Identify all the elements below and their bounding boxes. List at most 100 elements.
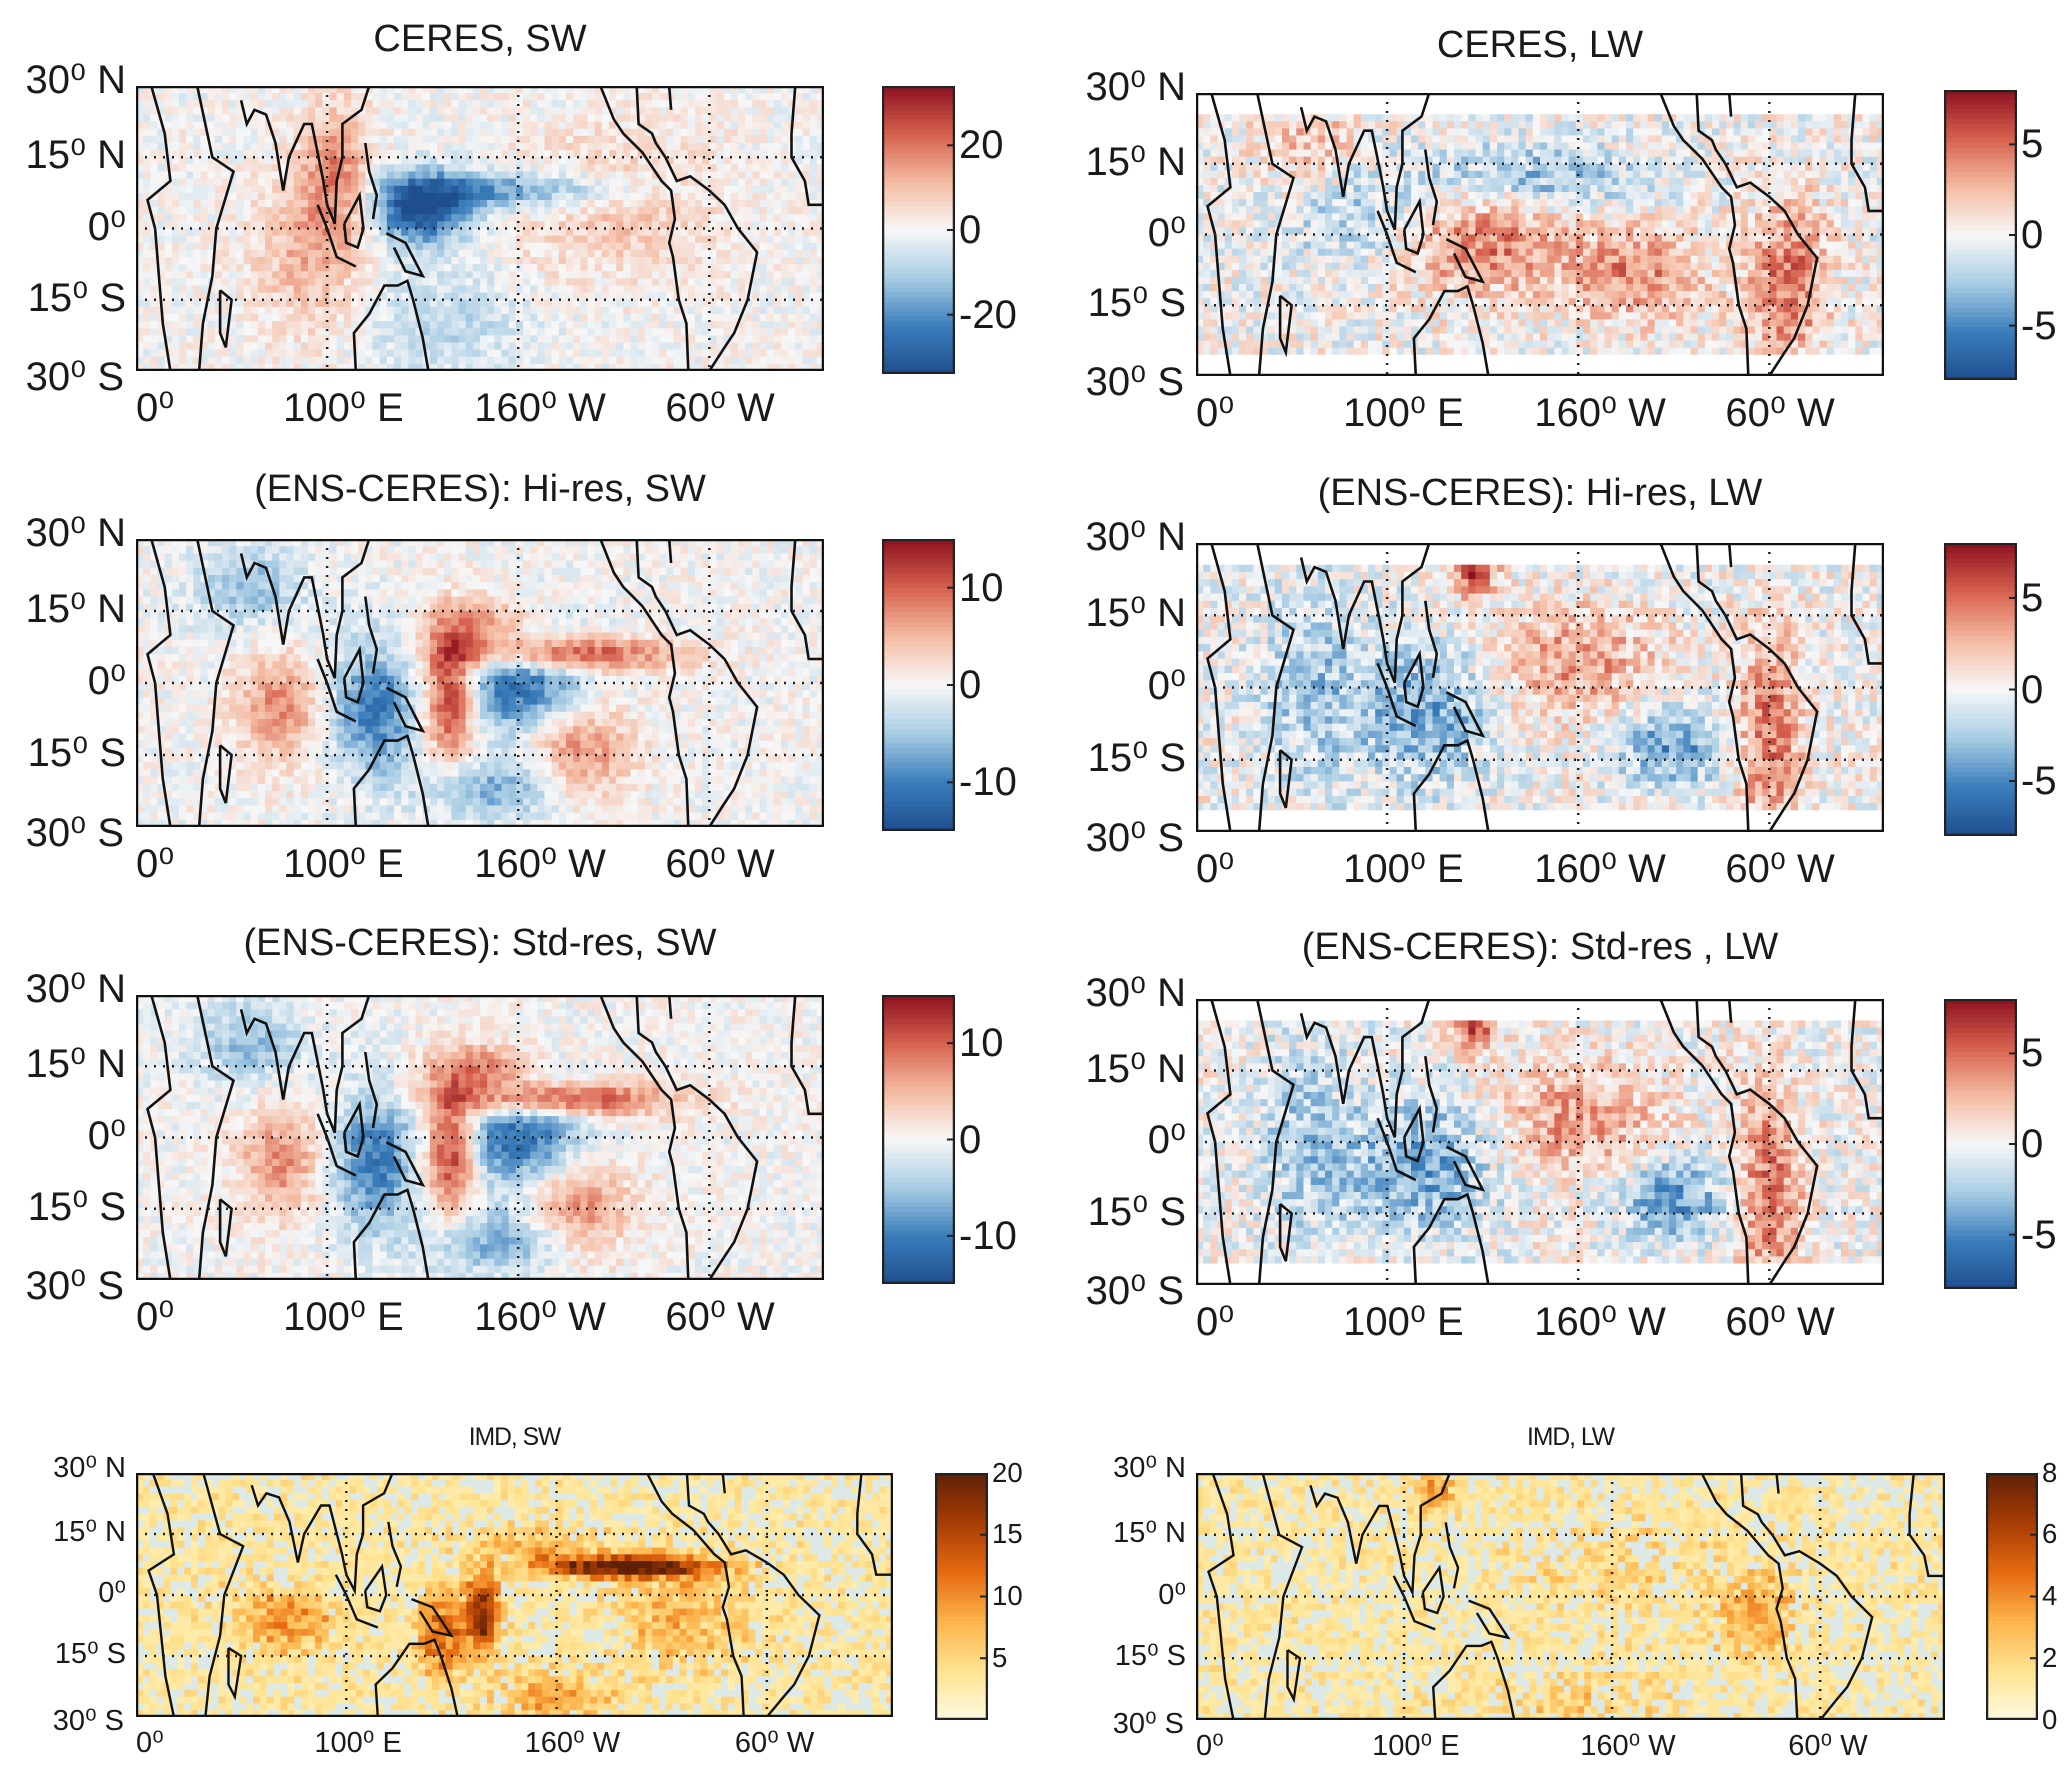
colorbar-segment <box>1944 684 2017 691</box>
colorbar-segment <box>882 1004 955 1011</box>
colorbar-segment <box>1944 90 2017 96</box>
colorbar-segment <box>1944 1115 2017 1121</box>
colorbar-segment <box>935 1584 988 1590</box>
colorbar-segment <box>935 1629 988 1635</box>
colorbar-segment <box>882 1134 955 1141</box>
colorbar-segment <box>1944 1284 2017 1289</box>
colorbar-segment <box>882 573 955 579</box>
colorbar-segment <box>882 607 955 613</box>
colorbar-segment <box>935 1489 988 1495</box>
colorbar-segment <box>882 685 955 691</box>
coastline <box>790 539 824 661</box>
colorbar-segment <box>882 1120 955 1126</box>
colorbar-segment <box>1944 128 2017 135</box>
colorbar-segment <box>882 153 955 159</box>
colorbar-segment <box>1944 109 2017 115</box>
colorbar-segment <box>882 563 955 569</box>
colorbar-segment <box>1986 1637 2038 1643</box>
colorbar-segment <box>1944 264 2017 270</box>
colorbar-segment <box>882 714 955 720</box>
colorbar-segment <box>1944 572 2017 578</box>
lon-label: 0⁰ <box>1196 393 1234 433</box>
colorbar-segment <box>1944 660 2017 666</box>
colorbar-segment <box>1944 669 2017 676</box>
colorbar-segment <box>882 597 955 604</box>
colorbar-segment <box>1944 355 2017 362</box>
colorbar-segment <box>1986 1645 2038 1651</box>
colorbar-tick-label: 5 <box>2021 578 2043 618</box>
colorbar-segment <box>882 1231 955 1237</box>
panel-title: (ENS-CERES): Hi-res, LW <box>1318 472 1763 515</box>
colorbar-segment <box>882 787 955 793</box>
coastline <box>195 86 236 371</box>
lon-label: 100⁰ E <box>283 844 404 884</box>
coastline <box>364 596 379 674</box>
colorbar-segment <box>1944 206 2017 212</box>
lon-label: 160⁰ W <box>1534 1302 1666 1342</box>
colorbar-segment <box>882 1115 955 1122</box>
colorbar-segment <box>1944 1192 2017 1198</box>
colorbar-segment <box>882 641 955 647</box>
colorbar-segment <box>882 1009 955 1016</box>
panel-title: (ENS-CERES): Hi-res, SW <box>254 468 706 511</box>
coastline <box>721 1473 726 1494</box>
colorbar-segment <box>882 86 955 92</box>
coastline <box>1207 1473 1235 1720</box>
colorbar-segment <box>882 306 955 313</box>
colorbar-segment <box>1986 1604 2038 1610</box>
lat-label: 15⁰ S <box>1088 283 1186 323</box>
colorbar-segment <box>1944 370 2017 376</box>
coastline <box>1445 238 1486 284</box>
colorbar-segment <box>882 772 955 779</box>
colorbar-segment <box>882 1110 955 1117</box>
colorbar-tick-label: 20 <box>959 125 1004 165</box>
colorbar-segment <box>935 1547 988 1553</box>
colorbar-segment <box>1944 1023 2017 1029</box>
colorbar-segment <box>882 801 955 808</box>
lat-label: 30⁰ S <box>1113 1709 1184 1739</box>
coastline <box>352 278 430 371</box>
colorbar-segment <box>1986 1670 2038 1676</box>
lon-label: 160⁰ W <box>1534 393 1666 433</box>
colorbar-segment <box>935 1662 988 1668</box>
lat-label: 15⁰ S <box>1088 1192 1186 1232</box>
coastline <box>635 539 759 827</box>
colorbar-segment <box>882 254 955 260</box>
data-field <box>136 86 824 371</box>
colorbar-segment <box>882 258 955 265</box>
colorbar-segment <box>1944 1211 2017 1218</box>
map-panel <box>136 539 824 827</box>
coastline <box>1424 1056 1439 1133</box>
lat-label: 30⁰ N <box>25 513 126 553</box>
colorbar-segment <box>882 369 955 374</box>
colorbar-segment <box>1944 1177 2017 1184</box>
lon-label: 0⁰ <box>136 844 174 884</box>
coastline <box>343 645 365 704</box>
colorbar-segment <box>1944 543 2017 549</box>
colorbar-segment <box>935 1510 988 1515</box>
coastline <box>1255 543 1296 832</box>
colorbar-segment <box>882 636 955 642</box>
colorbar-segment <box>935 1641 988 1647</box>
colorbar-segment <box>1944 1206 2017 1213</box>
colorbar-segment <box>882 582 955 589</box>
colorbar-segment <box>1944 1090 2017 1097</box>
colorbar-segment <box>1986 1650 2038 1655</box>
colorbar-segment <box>882 311 955 318</box>
colorbar-segment <box>882 1202 955 1208</box>
colorbar-segment <box>1986 1703 2038 1709</box>
lon-label: 60⁰ W <box>1788 1732 1867 1761</box>
colorbar-segment <box>882 1043 955 1049</box>
colorbar-segment <box>882 1033 955 1040</box>
colorbar-segment <box>1944 674 2017 681</box>
colorbar-segment <box>1944 640 2017 647</box>
colorbar-segment <box>882 220 955 226</box>
colorbar-tick-label: 5 <box>2021 124 2043 164</box>
colorbar-segment <box>882 792 955 798</box>
lat-label: 15⁰ N <box>1113 1518 1186 1548</box>
colorbar-segment <box>882 278 955 284</box>
lat-label: 30⁰ N <box>25 60 126 100</box>
colorbar-segment <box>882 1221 955 1227</box>
lat-label: 15⁰ S <box>28 733 126 773</box>
colorbar-segment <box>882 1052 955 1059</box>
